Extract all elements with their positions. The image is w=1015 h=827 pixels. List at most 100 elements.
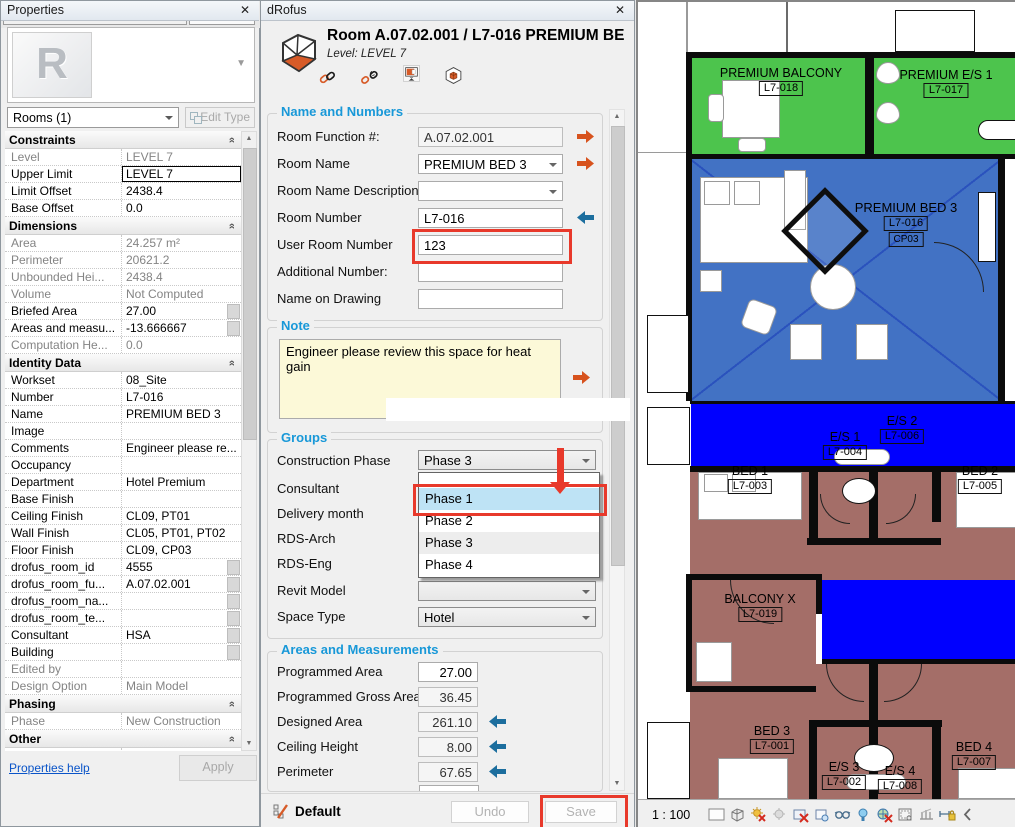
property-browse-button[interactable] bbox=[227, 559, 240, 575]
reveal-hidden-elements-icon[interactable] bbox=[855, 806, 872, 823]
model-cube-icon[interactable] bbox=[445, 67, 462, 84]
collapse-icon[interactable]: » bbox=[225, 222, 238, 229]
dropdown-option-phase3[interactable]: Phase 3 bbox=[419, 532, 599, 554]
show-crop-region-icon[interactable] bbox=[813, 806, 830, 823]
scroll-down-icon[interactable]: ▼ bbox=[245, 740, 253, 747]
additional-number-input[interactable] bbox=[418, 262, 563, 282]
corridor[interactable] bbox=[822, 580, 1015, 659]
property-browse-button[interactable] bbox=[227, 593, 240, 609]
property-row: Consultant HSA bbox=[5, 627, 241, 644]
plan-view[interactable]: PREMIUM BALCONY L7-018 PREMIUM E/S 1 L7-… bbox=[636, 0, 1015, 827]
highlight-displacement-icon[interactable] bbox=[897, 806, 914, 823]
save-button[interactable]: Save bbox=[545, 801, 617, 823]
push-to-drofus-icon[interactable] bbox=[577, 130, 594, 143]
section-header[interactable]: Dimensions» bbox=[5, 217, 241, 235]
room-name-select[interactable]: PREMIUM BED 3 bbox=[418, 154, 563, 174]
chevron-down-icon[interactable]: ▼ bbox=[236, 58, 246, 69]
revit-model-select[interactable] bbox=[418, 581, 596, 601]
default-profile-label[interactable]: Default bbox=[295, 804, 341, 819]
ceiling-height-input[interactable]: 8.00 bbox=[418, 737, 478, 757]
properties-scrollbar[interactable]: ▲ ▼ bbox=[241, 131, 257, 751]
type-selector-combo[interactable]: Rooms (1) bbox=[7, 107, 179, 128]
expand-bar-icon[interactable] bbox=[960, 806, 977, 823]
unlink-icon[interactable] bbox=[361, 69, 378, 86]
properties-titlebar[interactable]: Properties ✕ bbox=[1, 1, 259, 21]
property-row: Level LEVEL 7 bbox=[5, 149, 241, 166]
displaced-elements-icon[interactable] bbox=[918, 806, 935, 823]
collapse-icon[interactable]: » bbox=[225, 735, 238, 742]
partial-input[interactable] bbox=[419, 785, 479, 791]
property-grid: Constraints» Level LEVEL 7 Upper Limit LEV… bbox=[5, 131, 241, 751]
section-title: Name and Numbers bbox=[277, 105, 408, 119]
scroll-up-icon[interactable]: ▲ bbox=[245, 135, 253, 142]
user-room-number-input[interactable]: 123 bbox=[418, 235, 563, 255]
edit-type-button[interactable]: Edit Type bbox=[185, 107, 255, 128]
room-label: BALCONY X L7-019 bbox=[724, 592, 796, 622]
scale-button[interactable]: 1 : 100 bbox=[652, 807, 691, 822]
scrollbar-thumb[interactable] bbox=[243, 148, 257, 440]
room-number-input[interactable]: L7-016 bbox=[418, 208, 563, 228]
shadows-icon[interactable] bbox=[771, 806, 788, 823]
visual-style-icon[interactable] bbox=[729, 806, 746, 823]
scrollbar-thumb[interactable] bbox=[611, 126, 625, 566]
scroll-up-icon[interactable]: ▲ bbox=[613, 113, 621, 120]
section-title: Groups bbox=[277, 431, 332, 445]
property-browse-button[interactable] bbox=[227, 303, 240, 319]
detail-level-icon[interactable] bbox=[708, 806, 725, 823]
programmed-gross-area-input[interactable]: 36.45 bbox=[418, 687, 478, 707]
property-browse-button[interactable] bbox=[227, 610, 240, 626]
dropdown-option-phase1[interactable]: Phase 1 bbox=[419, 488, 599, 510]
room-number-tag: L7-008 bbox=[877, 779, 923, 794]
perimeter-input[interactable]: 67.65 bbox=[418, 762, 478, 782]
edit-type-label: Edit Type bbox=[200, 110, 250, 124]
open-in-drofus-icon[interactable] bbox=[403, 65, 420, 82]
properties-help-link[interactable]: Properties help bbox=[9, 761, 90, 775]
property-browse-button[interactable] bbox=[227, 576, 240, 592]
scroll-down-icon[interactable]: ▼ bbox=[613, 780, 621, 787]
collapse-icon[interactable]: » bbox=[225, 359, 238, 366]
property-browse-button[interactable] bbox=[227, 320, 240, 336]
crop-view-icon[interactable] bbox=[792, 806, 809, 823]
section-header[interactable]: Phasing» bbox=[5, 695, 241, 713]
link-icon[interactable] bbox=[319, 69, 336, 86]
collapse-icon[interactable]: » bbox=[225, 136, 238, 143]
room-header-title: Room A.07.02.001 / L7-016 PREMIUM BED 3 bbox=[327, 27, 625, 44]
reveal-constraints-icon[interactable] bbox=[939, 806, 956, 823]
dropdown-option-phase4[interactable]: Phase 4 bbox=[425, 557, 473, 572]
close-icon[interactable]: ✕ bbox=[239, 3, 251, 17]
dropdown-option-phase2[interactable]: Phase 2 bbox=[425, 513, 473, 528]
section-header[interactable]: Other» bbox=[5, 730, 241, 748]
room-name-description-select[interactable] bbox=[418, 181, 563, 201]
designed-area-input[interactable]: 261.10 bbox=[418, 712, 478, 732]
space-type-select[interactable]: Hotel bbox=[418, 607, 596, 627]
section-header[interactable]: Constraints» bbox=[5, 131, 241, 149]
wall bbox=[686, 574, 822, 580]
upper-limit-field[interactable]: LEVEL 7 bbox=[122, 166, 241, 182]
property-browse-button[interactable] bbox=[227, 644, 240, 660]
drofus-titlebar[interactable]: dRofus ✕ bbox=[261, 1, 634, 21]
collapse-icon[interactable]: » bbox=[225, 700, 238, 707]
pull-from-revit-icon[interactable] bbox=[577, 211, 594, 224]
push-to-drofus-icon[interactable] bbox=[577, 157, 594, 170]
pull-from-revit-icon[interactable] bbox=[489, 765, 506, 778]
room-function-input[interactable]: A.07.02.001 bbox=[418, 127, 563, 147]
toilet bbox=[876, 102, 900, 124]
property-browse-button[interactable] bbox=[227, 627, 240, 643]
undo-button[interactable]: Undo bbox=[451, 801, 529, 823]
programmed-area-input[interactable]: 27.00 bbox=[418, 662, 478, 682]
analytical-model-icon[interactable] bbox=[876, 806, 893, 823]
drofus-scrollbar[interactable]: ▲ ▼ bbox=[609, 109, 625, 791]
temporary-hide-isolate-icon[interactable] bbox=[834, 806, 851, 823]
dropdown-blank-option[interactable] bbox=[419, 473, 599, 488]
apply-button[interactable]: Apply bbox=[179, 755, 257, 781]
sun-path-icon[interactable] bbox=[750, 806, 767, 823]
pull-from-revit-icon[interactable] bbox=[489, 740, 506, 753]
name-on-drawing-input[interactable] bbox=[418, 289, 563, 309]
wall bbox=[816, 574, 822, 614]
close-icon[interactable]: ✕ bbox=[614, 3, 626, 17]
push-to-drofus-icon[interactable] bbox=[573, 371, 590, 384]
construction-phase-select[interactable]: Phase 3 bbox=[418, 450, 596, 470]
pillow bbox=[704, 181, 730, 205]
pull-from-revit-icon[interactable] bbox=[489, 715, 506, 728]
section-header[interactable]: Identity Data» bbox=[5, 354, 241, 372]
